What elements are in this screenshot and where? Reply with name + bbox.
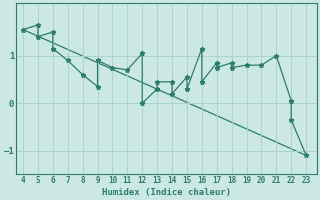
- X-axis label: Humidex (Indice chaleur): Humidex (Indice chaleur): [101, 188, 231, 197]
